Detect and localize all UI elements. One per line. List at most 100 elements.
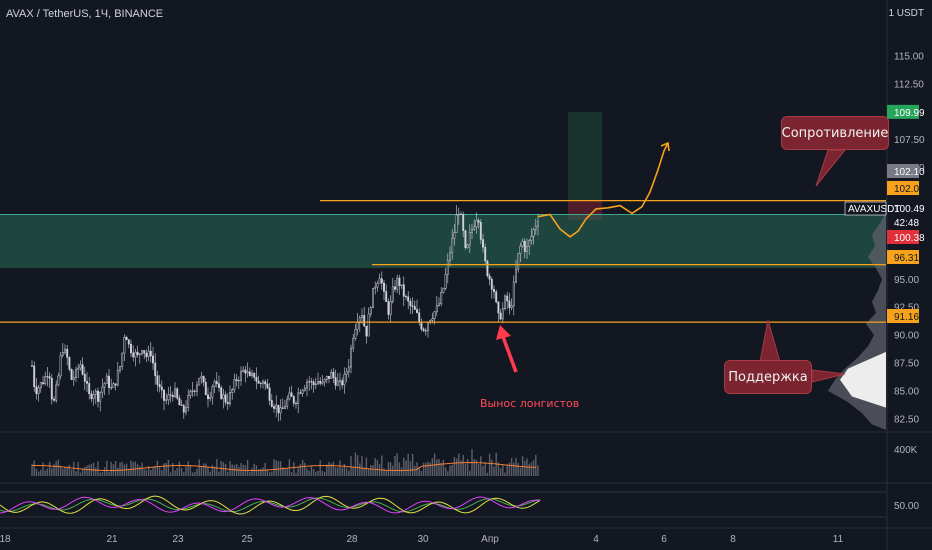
volume-bar — [48, 461, 51, 476]
volume-bar — [365, 457, 368, 476]
candle-body — [504, 295, 506, 309]
symbol-title[interactable]: AVAX / TetherUS, 1Ч, BINANCE — [6, 8, 164, 20]
candle-body — [367, 313, 370, 337]
candle-body — [202, 376, 205, 383]
candle-body — [286, 398, 289, 407]
volume-bar — [326, 464, 328, 476]
volume-bar — [66, 466, 68, 476]
candle-body — [255, 376, 258, 382]
candle-body — [218, 383, 220, 388]
candle-body — [215, 381, 218, 384]
price-tag-bg — [887, 164, 919, 178]
candle-body — [127, 339, 130, 345]
volume-bar — [484, 462, 486, 476]
candle-body — [321, 381, 324, 384]
price-tick-label: 107.50 — [894, 135, 925, 146]
candle-body — [270, 400, 273, 407]
volume-bar — [444, 467, 447, 476]
candle-body — [376, 283, 379, 288]
volume-bar — [400, 467, 403, 476]
volume-bar — [418, 466, 420, 476]
time-tick-label: 8 — [730, 534, 736, 545]
candle-body — [277, 404, 280, 414]
candle-body — [363, 315, 366, 327]
candle-body — [191, 390, 194, 392]
candle-body — [314, 383, 317, 386]
candle-body — [506, 295, 509, 302]
volume-bar — [86, 465, 88, 476]
volume-bar — [414, 465, 416, 476]
candle-body — [471, 229, 473, 233]
candle-body — [193, 390, 196, 392]
volume-pane — [31, 449, 539, 476]
volume-bar — [286, 468, 288, 476]
volume-bar — [420, 470, 423, 476]
osc-slow-line — [0, 496, 541, 514]
candle-body — [477, 220, 480, 223]
volume-bar — [33, 460, 35, 476]
candle-body — [116, 370, 119, 386]
candle-body — [532, 229, 535, 237]
volume-bar — [442, 459, 445, 476]
candle-body — [72, 377, 75, 380]
candle-body — [361, 315, 363, 318]
longs-flush-arrow — [500, 333, 518, 373]
candle-body — [440, 292, 443, 305]
volume-bar — [55, 461, 57, 476]
candle-body — [394, 286, 396, 290]
volume-bar — [385, 470, 387, 476]
volume-bar — [482, 465, 484, 476]
price-tag-text: 100.49 — [894, 204, 925, 215]
time-tick-label: 25 — [241, 534, 253, 545]
candle-body — [174, 388, 176, 398]
resistance-callout-pointer — [815, 149, 847, 187]
candle-body — [103, 383, 106, 388]
time-tick-label: 21 — [106, 534, 118, 545]
candle-body — [77, 367, 80, 370]
volume-bar — [374, 458, 376, 476]
candle-body — [75, 369, 77, 378]
volume-bar — [35, 468, 38, 476]
volume-bar — [73, 461, 75, 476]
candle-body — [189, 390, 192, 396]
last-symbol-label: AVAXUSDT — [848, 204, 900, 215]
volume-bar — [51, 468, 53, 476]
candle-body — [431, 318, 434, 321]
volume-bar — [40, 469, 42, 476]
candle-body — [398, 277, 401, 286]
volume-bar — [339, 460, 341, 476]
volume-bar — [97, 461, 99, 476]
candle-body — [152, 355, 154, 364]
candle-body — [347, 366, 350, 373]
candle-body — [123, 336, 126, 354]
candle-body — [310, 381, 313, 383]
candle-body — [464, 230, 467, 248]
price-tag: 96.31 — [887, 250, 919, 264]
candle-body — [438, 303, 440, 306]
volume-bar — [301, 459, 304, 476]
volume-bar — [348, 470, 350, 476]
annotation-layer — [496, 149, 847, 383]
volume-bar — [469, 470, 471, 476]
volume-bar — [343, 463, 346, 476]
candle-body — [369, 307, 372, 315]
volume-bar — [508, 462, 511, 476]
volume-bar — [152, 467, 154, 476]
volume-bar — [389, 462, 392, 476]
volume-bar — [62, 468, 64, 476]
candle-body — [176, 388, 179, 399]
volume-bar — [233, 465, 236, 476]
volume-bar — [504, 472, 506, 476]
candle-body — [273, 406, 275, 409]
volume-bar — [218, 471, 220, 476]
volume-bar — [176, 468, 178, 476]
candle-body — [402, 284, 405, 297]
volume-bar — [422, 462, 425, 476]
candle-body — [299, 392, 302, 394]
forecast-curve — [537, 142, 669, 238]
volume-bar — [209, 471, 211, 476]
candle-body — [339, 380, 341, 382]
volume-profile-poc — [840, 351, 886, 408]
volume-bar — [114, 461, 117, 476]
